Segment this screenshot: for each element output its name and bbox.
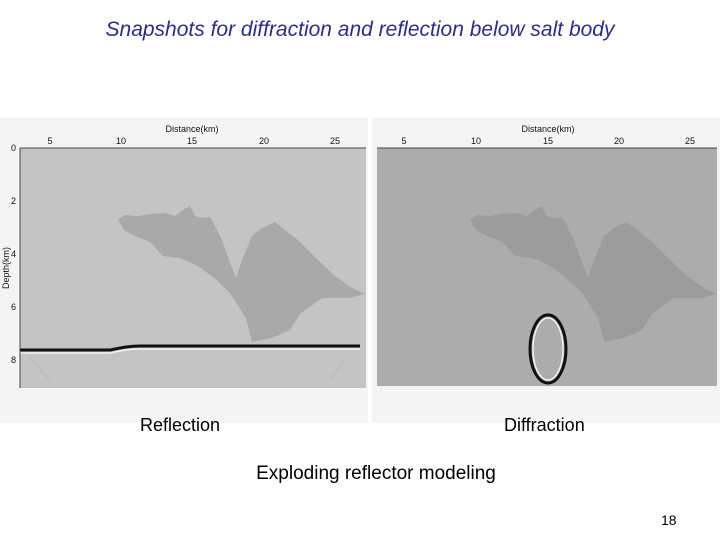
diffraction-snapshot-figure: Distance(km) 5 10 15 20 25 [377,124,717,386]
diffraction-wavefront-event [528,313,568,385]
x-axis-label: Distance(km) [521,124,574,134]
page-number: 18 [661,512,677,528]
x-tick-label: 25 [330,136,340,146]
diffraction-snapshot-panel: Distance(km) 5 10 15 20 25 [372,118,720,423]
salt-body [118,206,365,342]
reflection-snapshot-figure: Distance(km) 5 10 15 20 25 0 2 4 6 8 Dep… [1,124,366,388]
diffraction-wavefront-sidelobe [532,317,564,381]
x-tick-label: 15 [187,136,197,146]
reflection-snapshot-panel: Distance(km) 5 10 15 20 25 0 2 4 6 8 Dep… [0,118,368,423]
x-axis-label: Distance(km) [165,124,218,134]
x-tick-label: 10 [116,136,126,146]
y-tick-label: 2 [11,196,16,206]
slide-title: Snapshots for diffraction and reflection… [105,18,615,41]
x-tick-label: 15 [543,136,553,146]
y-tick-label: 8 [11,355,16,365]
x-tick-label: 5 [401,136,406,146]
flat-reflector-event [20,344,360,352]
method-caption: Exploding reflector modeling [256,463,496,484]
x-tick-label: 20 [614,136,624,146]
x-tick-label: 25 [685,136,695,146]
y-tick-label: 4 [11,249,16,259]
x-tick-label: 10 [471,136,481,146]
salt-body [470,206,717,342]
reflector-sidelobe [20,348,360,354]
diffraction-caption: Diffraction [504,415,585,435]
x-tick-label: 5 [47,136,52,146]
y-tick-label: 6 [11,302,16,312]
x-tick-label: 20 [259,136,269,146]
y-tick-label: 0 [11,143,16,153]
reflector-edge-diffractions [29,357,346,381]
y-axis-label: Depth(km) [1,247,11,289]
reflection-caption: Reflection [140,415,221,435]
